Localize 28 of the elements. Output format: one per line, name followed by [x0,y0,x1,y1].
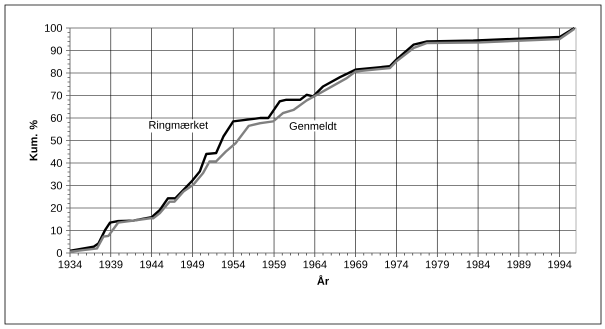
y-tick-label: 100 [45,24,62,32]
y-tick-label: 40 [50,159,62,167]
x-axis-title: År [317,275,329,285]
y-tick-label: 60 [50,114,62,122]
x-tick-label: 1939 [99,260,122,268]
y-axis-title: Kum. % [30,120,38,160]
y-tick-label: 0 [56,249,62,257]
x-tick-label: 1954 [222,260,246,268]
x-tick-label: 1994 [548,260,572,268]
y-tick-label: 80 [50,69,62,77]
x-tick-label: 1979 [426,260,449,268]
y-tick-label: 10 [51,226,62,234]
x-tick-label: 1934 [58,260,82,268]
y-tick-label: 90 [50,46,62,54]
y-tick-label: 30 [50,182,62,190]
x-tick-label: 1984 [466,260,490,268]
series-label: Ringmærket [149,120,208,131]
series-label: Genmeldt [290,122,337,130]
x-tick-label: 1974 [385,260,408,268]
y-tick-label: 20 [50,204,62,212]
x-tick-label: 1949 [181,260,204,268]
y-tick-label: 50 [50,136,62,144]
x-tick-label: 1969 [344,260,368,268]
y-tick-label: 70 [50,92,62,100]
x-tick-label: 1944 [140,260,164,268]
x-tick-label: 1964 [303,260,327,268]
x-tick-label: 1989 [508,260,531,268]
x-tick-label: 1959 [262,260,286,268]
